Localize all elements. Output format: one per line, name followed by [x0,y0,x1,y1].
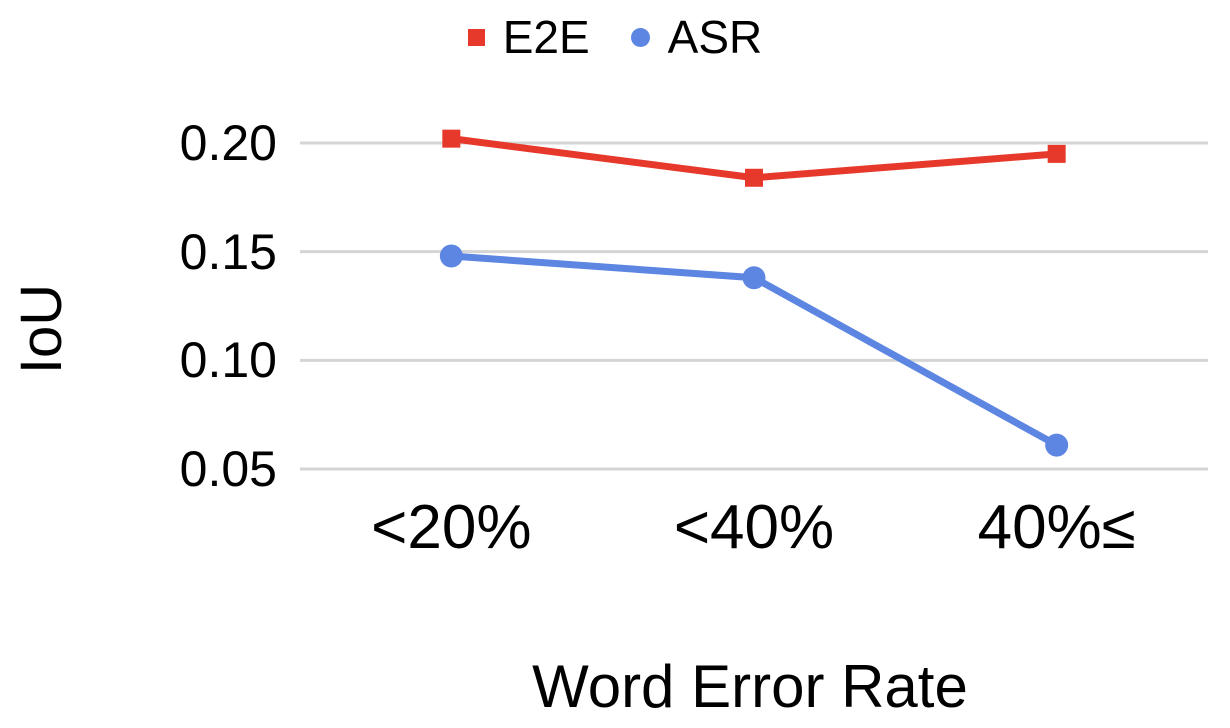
e2e-square-marker-icon [467,28,485,46]
data-point-e2e-0 [442,129,461,148]
y-tick-label-0.15: 0.15 [179,223,277,280]
data-point-e2e-2 [1047,144,1066,163]
x-category-label-1: <40% [673,493,835,562]
legend: E2E ASR [0,12,1230,63]
legend-item-e2e: E2E [467,11,590,63]
legend-label-asr: ASR [667,11,763,63]
asr-circle-marker-icon [630,27,650,47]
y-tick-label-0.20: 0.20 [179,115,277,171]
legend-item-asr: ASR [630,11,763,63]
y-tick-label-0.05: 0.05 [179,441,277,497]
data-point-asr-2 [1045,433,1069,457]
data-point-e2e-1 [745,168,763,187]
data-point-asr-0 [439,244,463,268]
legend-label-e2e: E2E [502,11,590,63]
x-category-label-0: <20% [371,493,532,562]
data-point-asr-1 [742,266,766,290]
y-tick-label-0.10: 0.10 [179,332,277,389]
x-category-label-2: 40%≤ [977,493,1136,562]
x-axis-title: Word Error Rate [532,653,968,720]
